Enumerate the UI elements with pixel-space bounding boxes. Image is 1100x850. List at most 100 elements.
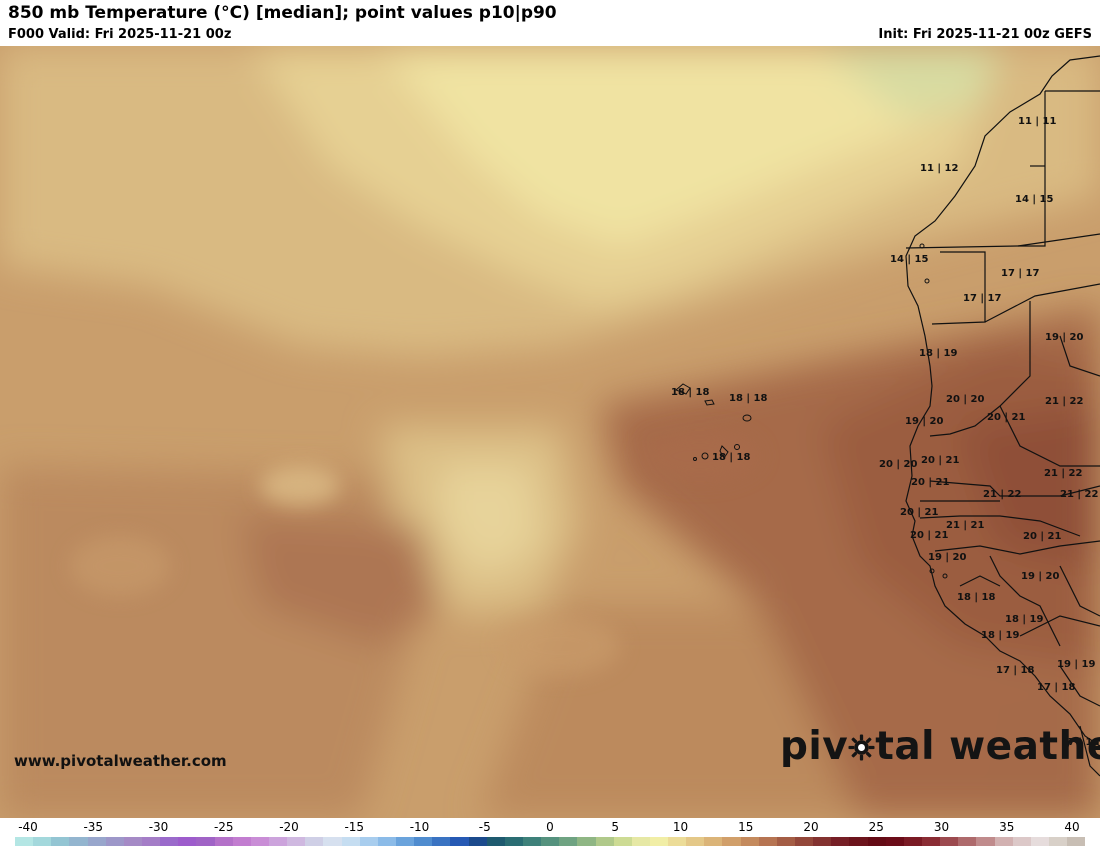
colorbar-tick-label: -25	[213, 820, 234, 834]
colorbar-tick-label: -15	[344, 820, 365, 834]
temperature-map[interactable]: 11 | 11 11 | 12 14 | 15 14 | 15 17 | 17 17 | …	[0, 46, 1100, 818]
point-value-label: 14 | 15	[1015, 194, 1054, 205]
colorbar-swatch	[504, 837, 523, 846]
logo-text-right: tal weather	[875, 724, 1100, 769]
colorbar-swatch	[359, 837, 378, 846]
point-value-label: 14 | 15	[890, 254, 929, 265]
colorbar-swatch	[940, 837, 959, 846]
colorbar-swatch	[994, 837, 1013, 846]
valid-time: F000 Valid: Fri 2025-11-21 00z	[8, 27, 232, 42]
point-value-label: 19 | 20	[1045, 332, 1084, 343]
colorbar-swatch	[1049, 837, 1068, 846]
point-value-label: 21 | 22	[1044, 468, 1083, 479]
colorbar-swatch	[758, 837, 777, 846]
coastlines	[905, 55, 1100, 777]
colorbar-swatch	[33, 837, 52, 846]
colorbar-swatch	[903, 837, 923, 846]
point-value-label: 11 | 11	[1018, 116, 1057, 127]
colorbar-tick-label: 40	[1064, 820, 1080, 834]
point-value-label: 17 | 17	[1001, 268, 1040, 279]
point-value-label: 20 | 21	[987, 412, 1026, 423]
colorbar-tick-label: -10	[409, 820, 430, 834]
colorbar-swatch	[287, 837, 306, 846]
point-value-label: 20 | 20	[946, 394, 985, 405]
point-value-label: 18 | 18	[712, 452, 751, 463]
colorbar-swatch	[178, 837, 197, 846]
colorbar-swatch	[395, 837, 415, 846]
colorbar-swatch	[595, 837, 614, 846]
colorbar-swatch	[268, 837, 288, 846]
colorbar-tick-label: 10	[672, 820, 689, 834]
map-title: 850 mb Temperature (°C) [median]; point …	[8, 3, 557, 23]
colorbar-swatch	[831, 837, 850, 846]
colorbar-swatch	[305, 837, 324, 846]
colorbar-swatch	[649, 837, 669, 846]
colorbar-swatch	[922, 837, 941, 846]
colorbar-swatch	[486, 837, 505, 846]
colorbar-swatch	[69, 837, 88, 846]
temperature-field	[0, 46, 1100, 818]
colorbar-swatch	[323, 837, 342, 846]
colorbar-swatch	[432, 837, 451, 846]
colorbar-tick-label: 25	[868, 820, 884, 834]
colorbar-swatch	[214, 837, 233, 846]
point-value-label: 17 | 18	[996, 665, 1035, 676]
colorbar-swatch	[160, 837, 179, 846]
colorbar-tick-label: 0	[546, 820, 554, 834]
sun-gear-icon	[848, 734, 875, 761]
colorbar-swatch	[414, 837, 433, 846]
colorbar-tick-label: -30	[148, 820, 169, 834]
website-url[interactable]: www.pivotalweather.com	[14, 752, 227, 770]
point-value-label: 18 | 18	[957, 592, 996, 603]
colorbar-swatch	[15, 837, 34, 846]
point-value-label: 20 | 21	[911, 477, 950, 488]
colorbar-swatch	[668, 837, 687, 846]
point-value-label: 20 | 21	[910, 530, 949, 541]
point-value-label: 18 | 19	[1005, 614, 1044, 625]
point-value-label: 11 | 12	[920, 163, 959, 174]
colorbar-swatch	[849, 837, 868, 846]
colorbar-swatch	[813, 837, 832, 846]
point-value-label: 19 | 20	[1021, 571, 1060, 582]
point-value-label: 20 | 21	[1023, 531, 1062, 542]
colorbar-swatch	[795, 837, 814, 846]
colorbar-tick-label: 20	[803, 820, 819, 834]
colorbar-swatch	[559, 837, 578, 846]
colorbar-swatch	[522, 837, 542, 846]
point-value-label: 21 | 22	[983, 489, 1022, 500]
colorbar-tick-label: -20	[279, 820, 299, 834]
colorbar-strip	[15, 837, 1086, 846]
point-value-label: 19 | 20	[905, 416, 944, 427]
colorbar-swatch	[51, 837, 70, 846]
point-value-label: 17 | 18	[1061, 737, 1100, 748]
colorbar-swatch	[468, 837, 487, 846]
colorbar-swatch	[450, 837, 469, 846]
colorbar-tick-label: 5	[611, 820, 620, 834]
colorbar-swatch	[105, 837, 124, 846]
colorbar-swatch	[232, 837, 251, 846]
colorbar-swatch	[958, 837, 977, 846]
point-value-label: 20 | 20	[879, 459, 918, 470]
colorbar-swatch	[123, 837, 142, 846]
point-value-label: 19 | 19	[1057, 659, 1096, 670]
colorbar-tick-label: -5	[478, 820, 491, 834]
colorbar-tick-label: 35	[999, 820, 1015, 834]
cape-verde-islands	[675, 243, 948, 579]
colorbar-swatch	[341, 837, 360, 846]
colorbar-swatch	[196, 837, 215, 846]
colorbar-swatch	[87, 837, 106, 846]
colorbar-swatch	[613, 837, 632, 846]
colorbar-tick-label: -35	[83, 820, 104, 834]
colorbar-swatch	[976, 837, 995, 846]
colorbar-swatch	[250, 837, 269, 846]
colorbar-swatch	[1067, 837, 1086, 846]
point-value-label: 21 | 22	[1060, 489, 1099, 500]
colorbar-swatch	[722, 837, 741, 846]
colorbar-swatch	[141, 837, 161, 846]
colorbar: -40 -35 -30 -25 -20 -15 -10 -5 0 5 10 15 20 25 30 35 40	[0, 818, 1100, 850]
colorbar-tick-label: 30	[933, 820, 950, 834]
point-value-label: 18 | 19	[919, 348, 958, 359]
colorbar-swatch	[867, 837, 886, 846]
point-value-label: 17 | 18	[1037, 682, 1076, 693]
colorbar-swatch	[740, 837, 759, 846]
